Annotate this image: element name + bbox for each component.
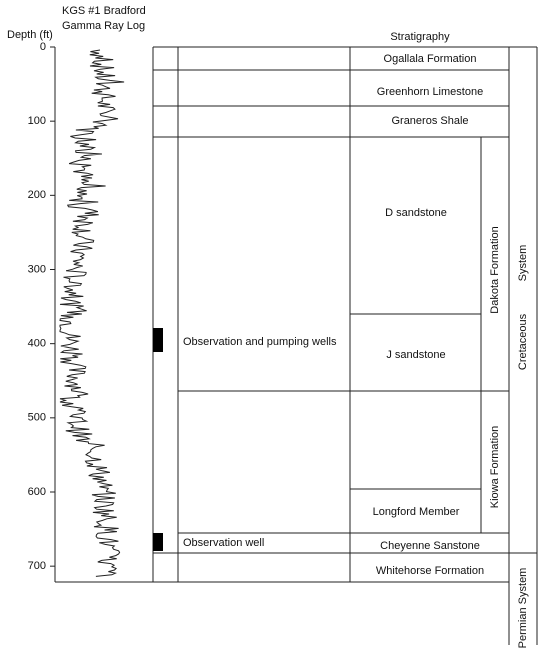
- frame: [54, 46, 538, 645]
- gamma-curve: [59, 49, 125, 577]
- y-tick-label: 300: [28, 263, 46, 275]
- system-label: Cretaceous: [517, 313, 529, 370]
- well-label: Observation well: [183, 537, 264, 549]
- axis-label: Depth (ft): [7, 29, 53, 41]
- system-label: System: [517, 245, 529, 282]
- y-tick-label: 700: [28, 560, 46, 572]
- formation: Graneros Shale: [391, 115, 468, 127]
- well-label: Observation and pumping wells: [183, 336, 337, 348]
- formation: Ogallala Formation: [384, 53, 477, 65]
- formation: Cheyenne Sanstone: [380, 540, 480, 552]
- log-title: Gamma Ray Log: [62, 20, 145, 32]
- y-tick-label: 400: [28, 338, 46, 350]
- group-label: Kiowa Formation: [489, 426, 501, 509]
- y-tick-label: 200: [28, 189, 46, 201]
- y-tick-label: 500: [28, 412, 46, 424]
- strat-title: Stratigraphy: [390, 31, 450, 43]
- formation: J sandstone: [386, 349, 445, 361]
- log-title: KGS #1 Bradford: [62, 5, 146, 17]
- formation: D sandstone: [385, 207, 447, 219]
- system-label: Permian System: [517, 568, 529, 649]
- formation: Whitehorse Formation: [376, 565, 484, 577]
- formation: Greenhorn Limestone: [377, 86, 483, 98]
- y-tick-label: 100: [28, 115, 46, 127]
- y-tick-label: 0: [40, 41, 46, 53]
- formation: Longford Member: [373, 506, 460, 518]
- y-tick-label: 600: [28, 486, 46, 498]
- group-label: Dakota Formation: [489, 226, 501, 313]
